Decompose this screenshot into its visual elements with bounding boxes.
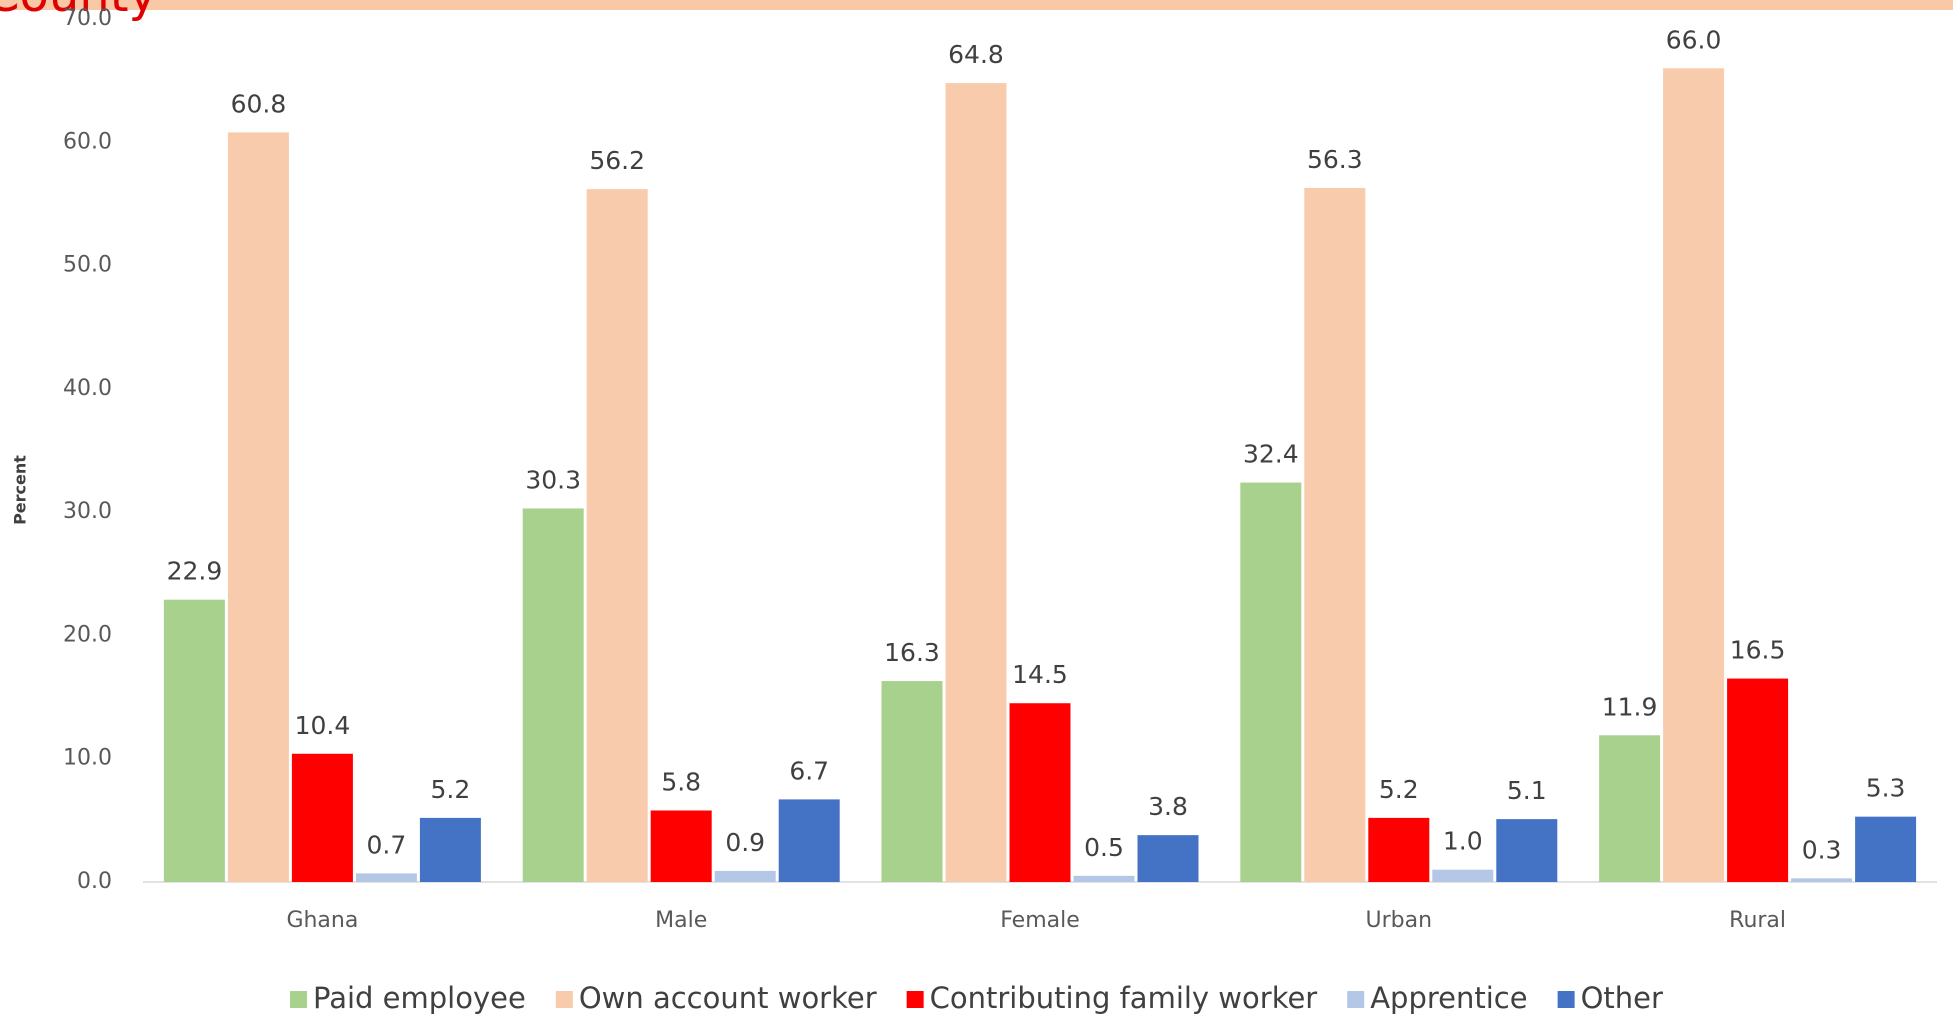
legend-label: Apprentice bbox=[1370, 981, 1527, 1015]
y-tick-label: 10.0 bbox=[63, 746, 112, 771]
data-label: 10.4 bbox=[295, 711, 351, 740]
x-tick-label: Ghana bbox=[286, 908, 358, 933]
y-tick-label: 50.0 bbox=[63, 253, 112, 278]
data-label: 56.2 bbox=[589, 146, 645, 175]
y-tick-label: 40.0 bbox=[63, 376, 112, 401]
bar bbox=[1368, 817, 1430, 882]
y-tick-label: 60.0 bbox=[63, 129, 112, 154]
bar bbox=[1240, 482, 1302, 882]
legend-swatch bbox=[555, 991, 573, 1008]
bar bbox=[1496, 819, 1558, 882]
bar bbox=[355, 873, 417, 882]
bar bbox=[1073, 875, 1135, 882]
legend-swatch bbox=[290, 991, 308, 1008]
bar bbox=[1599, 735, 1661, 882]
data-label: 56.3 bbox=[1307, 145, 1363, 174]
bar bbox=[1137, 835, 1199, 882]
data-label: 6.7 bbox=[789, 756, 829, 785]
bar bbox=[291, 753, 353, 882]
data-label: 22.9 bbox=[167, 557, 223, 586]
bar bbox=[1855, 816, 1917, 882]
legend-label: Other bbox=[1581, 981, 1663, 1015]
bar bbox=[227, 132, 289, 882]
y-tick-label: 20.0 bbox=[63, 622, 112, 647]
data-label: 66.0 bbox=[1666, 25, 1722, 54]
banner bbox=[0, 0, 1953, 10]
bar bbox=[1727, 678, 1789, 882]
legend-swatch bbox=[906, 991, 924, 1008]
x-tick-label: Rural bbox=[1729, 908, 1786, 933]
bar bbox=[1432, 869, 1494, 882]
data-label: 60.8 bbox=[231, 89, 287, 118]
bar bbox=[778, 799, 840, 882]
data-label: 5.2 bbox=[1379, 775, 1419, 804]
data-label: 5.2 bbox=[431, 775, 471, 804]
data-label: 0.3 bbox=[1802, 835, 1842, 864]
data-label: 0.7 bbox=[367, 830, 407, 859]
x-tick-label: Female bbox=[1000, 908, 1080, 933]
x-tick-label: Urban bbox=[1366, 908, 1433, 933]
data-label: 16.3 bbox=[884, 638, 940, 667]
bar bbox=[1663, 68, 1725, 883]
bar bbox=[650, 810, 712, 882]
bar bbox=[586, 189, 648, 883]
data-label: 64.8 bbox=[948, 40, 1004, 69]
data-label: 11.9 bbox=[1602, 692, 1658, 721]
y-tick-label: 30.0 bbox=[63, 499, 112, 524]
bar bbox=[1304, 187, 1366, 882]
bar bbox=[419, 817, 481, 882]
data-label: 1.0 bbox=[1443, 827, 1483, 856]
data-label: 5.8 bbox=[661, 767, 701, 796]
x-tick-label: Male bbox=[655, 908, 707, 933]
bar bbox=[163, 599, 225, 882]
data-label: 30.3 bbox=[525, 465, 581, 494]
bar bbox=[945, 83, 1007, 882]
legend-label: Contributing family worker bbox=[930, 981, 1318, 1015]
data-label: 0.9 bbox=[725, 828, 765, 857]
bar bbox=[1791, 878, 1853, 882]
data-label: 5.1 bbox=[1507, 776, 1547, 805]
data-label: 3.8 bbox=[1148, 792, 1188, 821]
y-tick-label: 70.0 bbox=[63, 6, 112, 31]
data-label: 5.3 bbox=[1866, 774, 1906, 803]
legend-label: Own account worker bbox=[579, 981, 877, 1015]
legend-swatch bbox=[1347, 991, 1365, 1008]
y-axis-label: Percent bbox=[11, 455, 30, 525]
data-label: 0.5 bbox=[1084, 833, 1124, 862]
bar bbox=[714, 870, 776, 882]
data-label: 16.5 bbox=[1730, 636, 1786, 665]
y-tick-label: 0.0 bbox=[77, 869, 112, 894]
data-label: 14.5 bbox=[1012, 660, 1068, 689]
bar bbox=[522, 508, 584, 882]
bar bbox=[1009, 703, 1071, 882]
data-label: 32.4 bbox=[1243, 440, 1299, 469]
chart-title: County bbox=[0, 0, 157, 23]
bar bbox=[881, 681, 943, 882]
legend-swatch bbox=[1557, 991, 1575, 1008]
legend-label: Paid employee bbox=[313, 981, 526, 1015]
